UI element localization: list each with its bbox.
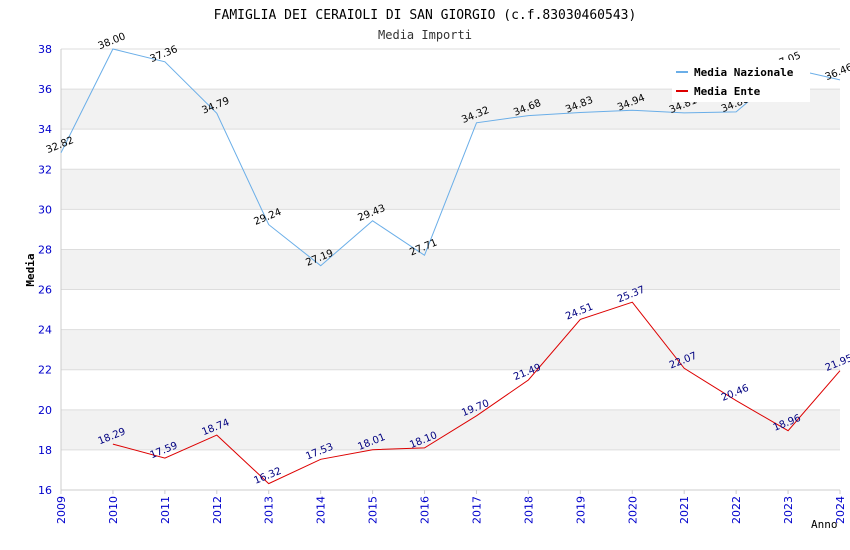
y-tick-label: 16 — [38, 484, 52, 497]
x-tick-label: 2023 — [782, 496, 795, 524]
y-tick-label: 24 — [38, 324, 52, 337]
data-label: 29.24 — [252, 207, 283, 228]
y-tick-label: 34 — [38, 123, 52, 136]
x-tick-label: 2015 — [367, 496, 380, 524]
data-label: 36.46 — [824, 62, 850, 83]
x-tick-label: 2021 — [678, 496, 691, 524]
y-tick-label: 22 — [38, 364, 52, 377]
grid-band — [61, 329, 840, 370]
y-tick-label: 36 — [38, 83, 52, 96]
x-tick-label: 2018 — [522, 496, 535, 524]
data-label: 16.32 — [252, 466, 283, 487]
legend-label: Media Nazionale — [694, 66, 794, 79]
x-tick-label: 2019 — [574, 496, 587, 524]
x-tick-label: 2022 — [730, 496, 743, 524]
grid-lines — [61, 48, 840, 491]
y-tick-labels: 16 18 20 22 24 26 28 30 32 34 36 38 — [38, 43, 52, 497]
chart-title: FAMIGLIA DEI CERAIOLI DI SAN GIORGIO (c.… — [214, 8, 637, 23]
x-tick-label: 2012 — [211, 496, 224, 524]
y-axis-label: Media — [24, 253, 37, 286]
data-label: 24.51 — [564, 302, 595, 323]
legend-box — [672, 60, 810, 102]
x-tick-label: 2010 — [107, 496, 120, 524]
x-tick-label: 2020 — [626, 496, 639, 524]
chart-subtitle: Media Importi — [378, 28, 472, 42]
x-tick-label: 2014 — [315, 496, 328, 524]
x-tick-label: 2016 — [419, 496, 432, 524]
grid-bands — [61, 89, 840, 450]
grid-band — [61, 249, 840, 290]
y-tick-label: 20 — [38, 404, 52, 417]
data-label: 32.82 — [45, 135, 76, 156]
y-tick-label: 28 — [38, 243, 52, 256]
legend-label: Media Ente — [694, 85, 761, 98]
x-tick-label: 2009 — [55, 496, 68, 524]
x-tick-label: 2011 — [159, 496, 172, 524]
y-tick-label: 32 — [38, 163, 52, 176]
series-group — [60, 48, 841, 485]
x-tick-label: 2013 — [263, 496, 276, 524]
x-tick-label: 2017 — [470, 496, 483, 524]
x-tick-labels: 2009 2010 2011 2012 2013 2014 2015 2016 2017 2018… — [55, 490, 847, 524]
y-tick-label: 18 — [38, 444, 52, 457]
series-line-media-nazionale — [60, 48, 841, 267]
y-tick-label: 38 — [38, 43, 52, 56]
axes — [60, 49, 840, 491]
x-tick-label: 2024 — [834, 496, 847, 524]
grid-band — [61, 409, 840, 450]
y-tick-label: 26 — [38, 284, 52, 297]
series-line-media-ente — [112, 301, 841, 485]
x-axis-label: Anno — [811, 518, 838, 531]
y-tick-label: 30 — [38, 203, 52, 216]
legend: Media Nazionale Media Ente — [672, 60, 810, 102]
